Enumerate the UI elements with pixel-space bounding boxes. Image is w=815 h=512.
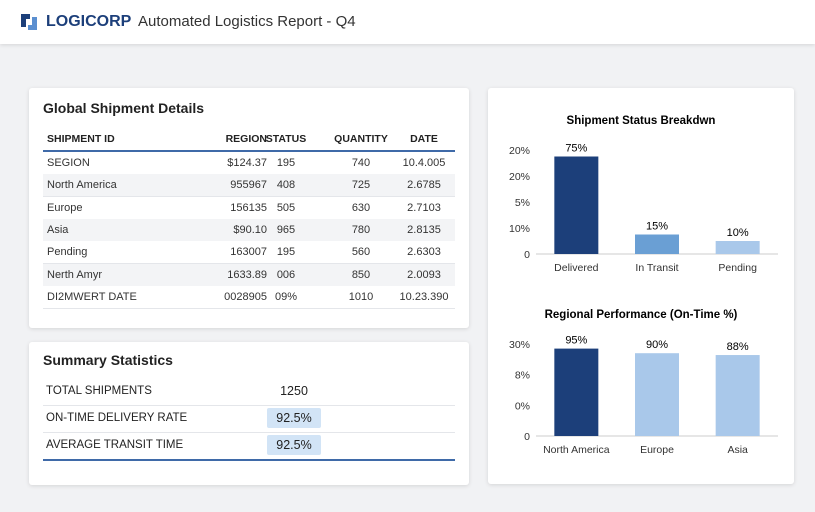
summary-title: Summary Statistics <box>43 352 173 368</box>
table-cell: SEGION <box>47 157 90 169</box>
value-label: 75% <box>565 143 587 155</box>
value-label: 90% <box>646 339 668 351</box>
y-axis-label: 30% <box>509 339 530 351</box>
table-cell: DI2MWERT DATE <box>47 290 137 303</box>
table-cell: 195 <box>276 157 296 169</box>
charts: Shipment Status Breakdwn 20% 20% 5% 10% 0 75% D… <box>509 115 778 456</box>
table-cell: 2.7103 <box>407 201 441 214</box>
table-cell: Europe <box>47 201 83 214</box>
table-cell: $90.10 <box>233 223 267 236</box>
bar <box>635 234 679 254</box>
summary-card: Summary Statistics TOTAL SHIPMENTS 1250 ON… <box>29 342 469 485</box>
table-cell: 006 <box>276 268 296 281</box>
table-cell: 2.6303 <box>407 246 441 259</box>
chart-title: Shipment Status Breakdwn <box>567 115 716 127</box>
table-cell: 156135 <box>230 201 267 214</box>
table-cell: 2.0093 <box>407 268 441 281</box>
summary-value: 92.5% <box>267 408 321 428</box>
y-axis-label: 8% <box>515 370 530 382</box>
table-cell: 0028905 <box>224 290 267 303</box>
table-cell: 725 <box>351 179 371 192</box>
y-axis-label: 0% <box>515 400 530 412</box>
column-header: STATUS <box>265 133 307 145</box>
bar <box>715 355 760 436</box>
table-cell: 195 <box>276 246 296 259</box>
value-label: 10% <box>727 227 749 239</box>
table-cell: 630 <box>351 201 371 214</box>
table-cell: 09% <box>274 290 298 303</box>
value-label: 15% <box>646 221 668 233</box>
table-cell: $124.37 <box>227 157 267 169</box>
column-header: QUANTITY <box>334 133 388 145</box>
y-axis-label: 0 <box>524 249 530 261</box>
y-axis-label: 20% <box>509 171 530 183</box>
y-axis-label: 10% <box>509 223 530 235</box>
bar <box>715 241 760 254</box>
value-label: 88% <box>727 341 749 353</box>
table-cell: 780 <box>351 223 371 236</box>
table-cell: 2.6785 <box>407 179 441 192</box>
table-cell: 163007 <box>230 246 267 259</box>
table-cell: 850 <box>351 268 371 281</box>
table-cell: 560 <box>351 246 371 259</box>
summary-value: 92.5% <box>267 435 321 455</box>
table-cell: 408 <box>276 179 296 192</box>
summary-row <box>43 433 455 461</box>
bar <box>635 353 679 436</box>
column-header: REGION <box>225 133 267 145</box>
x-tick-label: In Transit <box>635 262 678 274</box>
summary-row <box>43 406 455 433</box>
column-header: DATE <box>410 133 438 145</box>
y-axis-label: 0 <box>524 431 530 443</box>
header-border <box>43 150 455 152</box>
table-card: Global Shipment Details SHIPMENT ID REGIO… <box>29 88 469 328</box>
summary-value: 1250 <box>280 384 308 398</box>
table-row <box>43 285 455 309</box>
table-cell: 1010 <box>348 290 374 303</box>
y-axis-label: 5% <box>515 197 530 209</box>
column-header: SHIPMENT ID <box>47 133 115 145</box>
table-cell: Asia <box>47 223 69 236</box>
x-tick-label: North America <box>543 444 610 456</box>
summary-label: ON-TIME DELIVERY RATE <box>46 412 188 424</box>
table-title: Global Shipment Details <box>43 100 205 116</box>
table-cell: 740 <box>351 157 371 169</box>
value-label: 95% <box>565 335 587 347</box>
charts-card: Shipment Status Breakdwn 20% 20% 5% 10% 0 75% D… <box>488 88 794 484</box>
chart-title: Regional Performance (On-Time %) <box>545 309 738 321</box>
table-cell: 10.23.390 <box>399 290 449 303</box>
table-cell: 10.4.005 <box>402 157 446 169</box>
logo <box>21 14 37 30</box>
brand: LOGICORP <box>46 13 132 30</box>
header: LOGICORP Automated Logistics Report - Q4 <box>0 0 815 44</box>
summary-label: TOTAL SHIPMENTS <box>46 385 152 397</box>
y-axis-label: 20% <box>509 145 530 157</box>
table-cell: 965 <box>276 223 296 236</box>
table-cell: Nerth Amyr <box>47 268 103 281</box>
report-title: Automated Logistics Report - Q4 <box>138 13 356 30</box>
table-cell: 1633.89 <box>227 268 267 281</box>
table-cell: 2.8135 <box>407 223 441 236</box>
x-tick-label: Pending <box>718 262 757 274</box>
table-cell: 955967 <box>230 179 267 192</box>
summary-row <box>43 379 455 406</box>
summary-label: AVERAGE TRANSIT TIME <box>46 439 184 451</box>
bar <box>554 156 599 254</box>
table-cell: 505 <box>276 201 296 214</box>
x-tick-label: Delivered <box>554 262 599 274</box>
bar <box>554 348 599 436</box>
x-tick-label: Asia <box>727 444 748 456</box>
table-cell: North America <box>47 179 117 192</box>
x-tick-label: Europe <box>640 444 674 456</box>
table-cell: Pending <box>47 246 88 259</box>
